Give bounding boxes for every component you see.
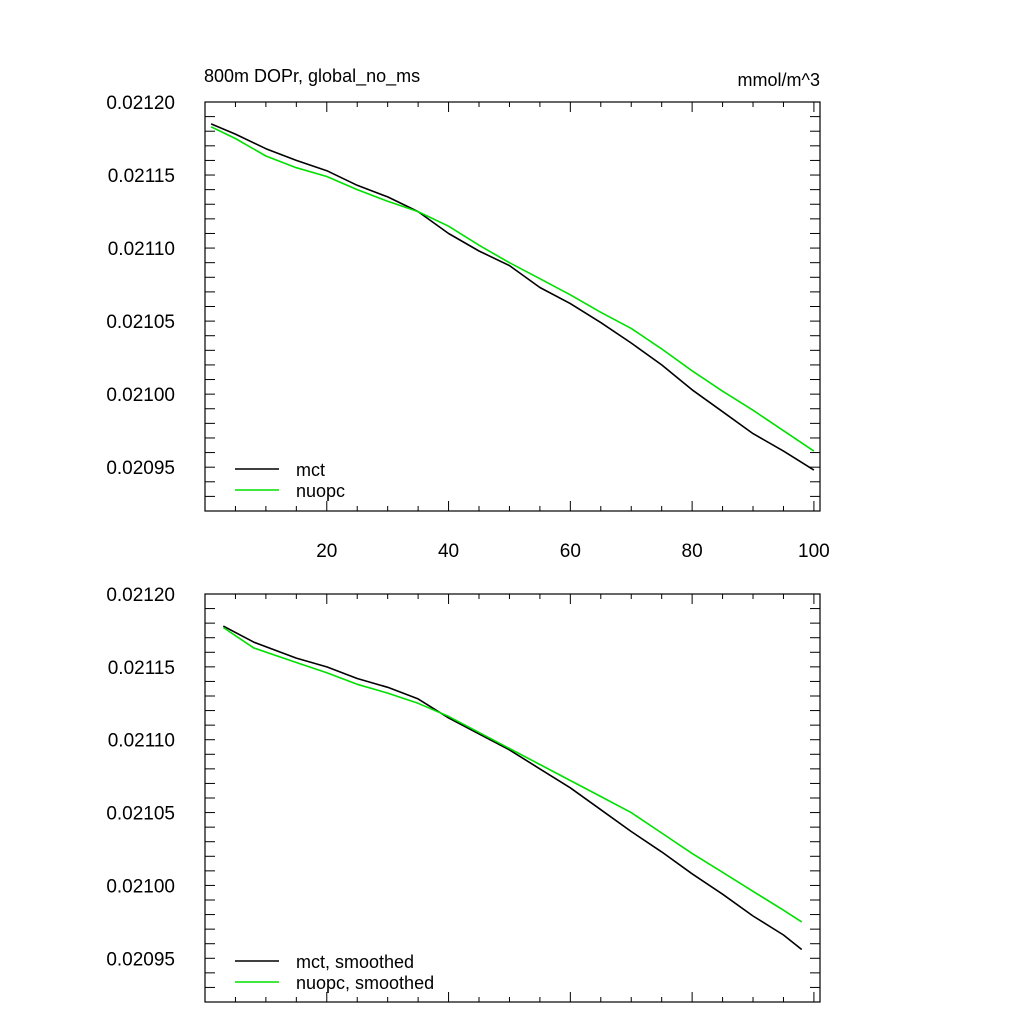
- series-line-nuopc-smoothed: [222, 626, 803, 923]
- bottom-legend: mct, smoothed nuopc, smoothed: [235, 952, 434, 993]
- y-tick-label: 0.02095: [106, 458, 175, 479]
- top-panel: 800m DOPr, global_no_ms mmol/m^3 0.02120…: [106, 66, 829, 562]
- bottom-tick-marks: [205, 593, 820, 1003]
- top-panel-title: 800m DOPr, global_no_ms: [204, 66, 420, 87]
- series-line-nuopc: [210, 126, 815, 452]
- y-tick-label: 0.02120: [106, 585, 175, 606]
- top-tick-marks: [205, 101, 820, 512]
- x-tick-label: 60: [560, 541, 581, 562]
- x-tick-label: 100: [798, 541, 830, 562]
- legend-label-nuopc: nuopc: [296, 481, 345, 501]
- y-tick-label: 0.02115: [108, 658, 175, 679]
- top-panel-units: mmol/m^3: [738, 70, 820, 90]
- y-tick-label: 0.02110: [108, 239, 175, 260]
- y-tick-label: 0.02100: [106, 385, 175, 406]
- x-tick-label: 40: [438, 541, 459, 562]
- bottom-plot-frame: [204, 593, 821, 1003]
- y-tick-label: 0.02115: [108, 166, 175, 187]
- y-tick-label: 0.02105: [106, 804, 175, 825]
- series-line-mct-smoothed: [222, 625, 803, 951]
- top-legend: mct nuopc: [235, 460, 345, 501]
- top-x-tick-labels: 20 40 60 80 100: [316, 541, 830, 562]
- bottom-series-lines: [222, 625, 803, 951]
- legend-label-nuopc-smoothed: nuopc, smoothed: [296, 973, 434, 993]
- x-tick-label: 20: [316, 541, 337, 562]
- bottom-panel: 0.02120 0.02115 0.02110 0.02105 0.02100 0.020…: [106, 585, 821, 1003]
- legend-label-mct-smoothed: mct, smoothed: [296, 952, 414, 972]
- y-tick-label: 0.02100: [106, 876, 175, 897]
- x-tick-label: 80: [682, 541, 703, 562]
- top-series-lines: [210, 123, 815, 471]
- y-tick-label: 0.02120: [106, 93, 175, 114]
- legend-label-mct: mct: [296, 460, 325, 480]
- top-y-tick-labels: 0.02120 0.02115 0.02110 0.02105 0.02100 0.020…: [106, 93, 175, 479]
- bottom-y-tick-labels: 0.02120 0.02115 0.02110 0.02105 0.02100 0.020…: [106, 585, 175, 970]
- y-tick-label: 0.02105: [106, 312, 175, 333]
- series-line-mct: [210, 123, 815, 471]
- y-tick-label: 0.02110: [108, 731, 175, 752]
- y-tick-label: 0.02095: [106, 949, 175, 970]
- top-plot-frame: [204, 101, 821, 512]
